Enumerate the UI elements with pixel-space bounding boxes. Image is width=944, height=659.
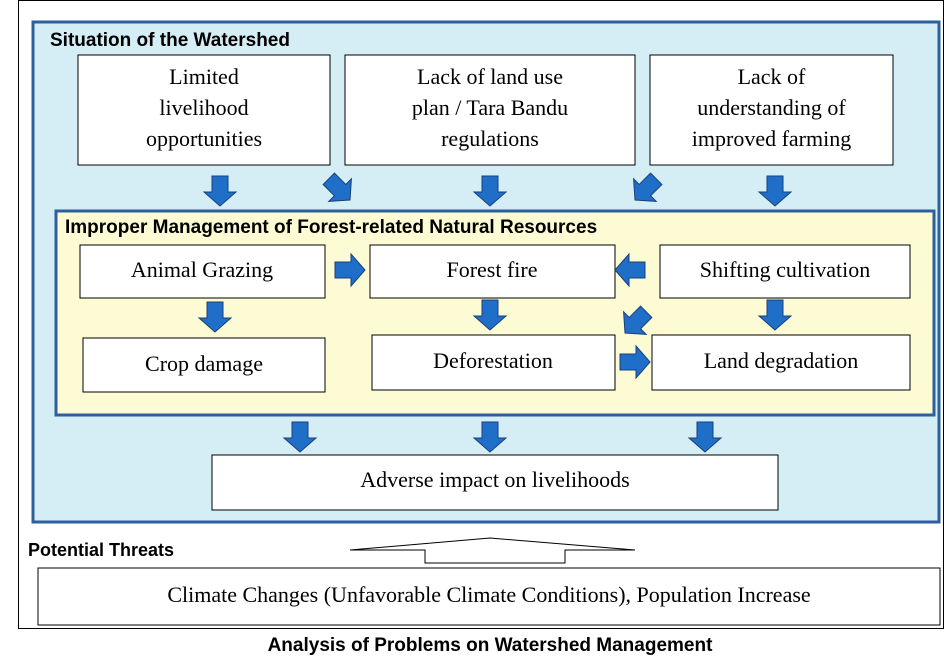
node-box [369,244,616,299]
cause-box [344,54,636,166]
cause-text: regulations [441,126,539,151]
node-box [82,337,326,393]
arrow [614,252,646,288]
arrow [282,421,318,453]
node-text: Animal Grazing [131,257,273,282]
cause-text: plan / Tara Bandu [412,95,568,120]
impact-text: Adverse impact on livelihoods [360,467,629,492]
cause-box [77,54,331,166]
threats-box [37,567,941,626]
arrow [202,175,238,207]
node-box [371,334,616,391]
cause-text: Lack of land use [417,64,563,89]
node-box [651,334,911,391]
arrow [622,305,653,336]
threats-text: Climate Changes (Unfavorable Climate Con… [167,582,810,607]
cause-text: improved farming [692,126,851,151]
arrow [757,175,793,207]
cause-box [649,54,894,166]
threats-title: Potential Threats [28,540,174,560]
arrow [619,344,651,380]
impact-box [211,454,779,511]
node-text: Forest fire [446,257,537,282]
node-box [659,244,911,299]
node-box [79,244,326,299]
node-text: Crop damage [145,351,263,376]
cause-text: livelihood [159,95,248,120]
arrow [757,299,793,331]
management-title: Improper Management of Forest-related Na… [65,217,597,238]
node-text: Land degradation [704,348,859,373]
cause-text: understanding of [697,95,846,120]
arrow [472,299,508,331]
node-text: Shifting cultivation [700,257,871,282]
threat-arrow [349,537,636,564]
arrow [334,252,366,288]
node-text: Deforestation [433,348,553,373]
cause-text: Limited [169,64,239,89]
arrow [687,421,723,453]
arrow [472,175,508,207]
situation-title: Situation of the Watershed [50,30,290,51]
cause-text: Lack of [738,64,806,89]
arrow [472,421,508,453]
arrow [197,301,233,333]
arrow [632,172,663,203]
cause-text: opportunities [146,126,262,151]
caption: Analysis of Problems on Watershed Manage… [268,635,714,656]
arrow [322,172,353,203]
